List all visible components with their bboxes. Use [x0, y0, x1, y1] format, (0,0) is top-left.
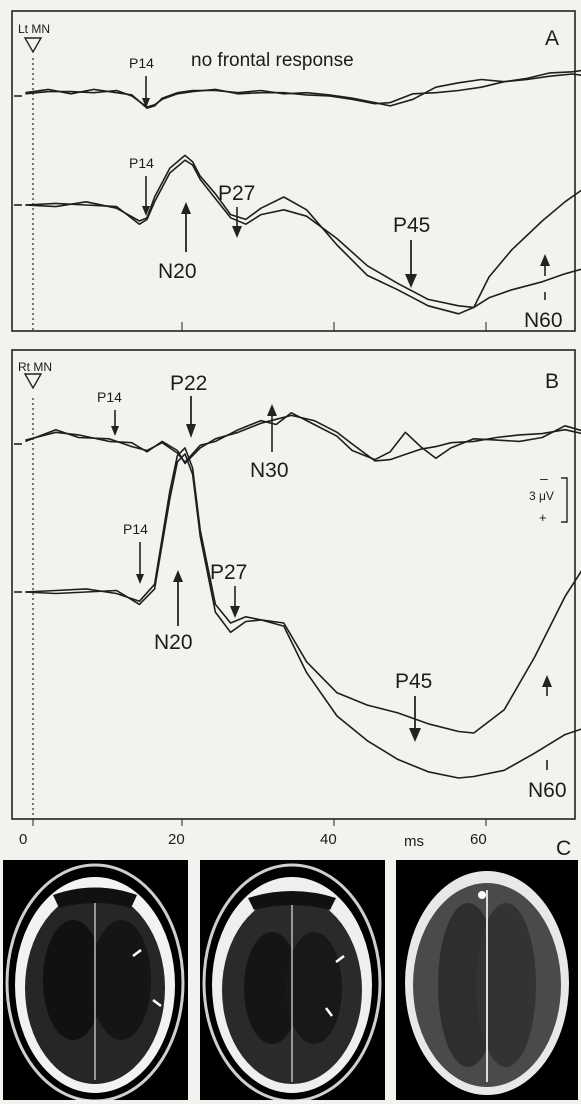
panel-b-stim-marker-icon: [23, 373, 43, 390]
panel-b-p14-bottom-label: P14: [123, 521, 148, 537]
ct-scan-slice-2: [200, 860, 385, 1100]
x-tick-label-0: 0: [19, 831, 27, 848]
panel-a-n20-arrowhead: [181, 202, 191, 214]
panel-a-p27-arrowhead: [232, 226, 242, 238]
ct-scan-slice-3-image: [405, 871, 569, 1095]
panel-b-frontal-traces: [14, 411, 581, 465]
panel-b-parietal-traces: [14, 447, 581, 779]
panel-b-p22-label: P22: [170, 372, 207, 395]
x-tick-label-60: 60: [470, 831, 487, 848]
panel-b-p14-top-label: P14: [97, 389, 122, 405]
panel-a-p14-bottom-label: P14: [129, 155, 154, 171]
panel-b: Rt MN B – 3 μV + P14 P22 N30 P14 N20 P27…: [11, 349, 581, 820]
scale-bar-plus: +: [539, 510, 547, 525]
evoked-potential-figure: Lt MN no frontal response A P14 P14 N20 …: [11, 10, 581, 860]
panel-a-note: no frontal response: [191, 50, 354, 71]
panel-a-frontal-traces: [14, 69, 581, 109]
panel-a-n60-arrowhead: [540, 254, 550, 266]
panel-a-bottom-ticks: [181, 322, 487, 331]
panel-b-n30-label: N30: [250, 459, 289, 482]
scale-bar-bracket: [561, 477, 568, 523]
panel-b-frame: [11, 349, 576, 820]
panel-b-p27-label: P27: [210, 561, 247, 584]
x-axis: 0 20 40 ms 60: [19, 819, 487, 850]
panel-b-stim-label: Rt MN: [18, 360, 52, 374]
panel-a-stim-marker-icon: [23, 37, 43, 54]
panel-a-p14-top-label: P14: [129, 55, 154, 71]
panel-b-p45-label: P45: [395, 670, 432, 693]
scale-bar-minus: –: [540, 470, 548, 486]
panel-a-stim-label: Lt MN: [18, 22, 50, 36]
panel-a-frontal-trace-2: [25, 69, 581, 108]
panel-a: Lt MN no frontal response A P14 P14 N20 …: [11, 10, 581, 332]
scale-bar: – 3 μV +: [529, 470, 568, 525]
x-axis-unit: ms: [404, 833, 424, 850]
panel-b-parietal-trace-1: [25, 447, 581, 734]
panel-a-parietal-trace-2: [25, 159, 581, 309]
panel-a-frame: [11, 10, 576, 332]
panel-b-n20-label: N20: [154, 631, 193, 654]
panel-b-n30-arrowhead: [267, 404, 277, 416]
panel-a-n20-label: N20: [158, 260, 197, 283]
scale-bar-value: 3 μV: [529, 489, 554, 503]
panel-b-p27-arrowhead: [230, 606, 240, 618]
panel-a-parietal-traces: [14, 154, 581, 315]
ct-scan-slice-2-image: [202, 863, 382, 1100]
panel-b-frontal-trace-2: [25, 414, 581, 465]
panel-b-p14-bottom-arrowhead: [136, 574, 144, 584]
panel-b-n60-label: N60: [528, 779, 567, 802]
panel-b-letter: B: [545, 370, 559, 393]
panel-a-parietal-trace-1: [25, 154, 581, 315]
panel-b-n20-arrowhead: [173, 570, 183, 582]
panel-b-parietal-trace-2: [25, 453, 581, 779]
panel-b-p22-arrowhead: [186, 424, 196, 438]
panel-a-letter: A: [545, 27, 559, 50]
panel-a-p45-label: P45: [393, 214, 430, 237]
x-tick-label-20: 20: [168, 831, 185, 848]
panel-a-p14-bottom-arrowhead: [142, 206, 150, 216]
ct-scan-slice-1: [3, 860, 188, 1100]
panel-a-p27-label: P27: [218, 182, 255, 205]
panel-b-p45-arrowhead: [409, 728, 421, 742]
x-tick-label-40: 40: [320, 831, 337, 848]
panel-b-n60-arrowhead: [542, 675, 552, 687]
panel-a-n60-label: N60: [524, 309, 563, 332]
panel-b-p14-top-arrowhead: [111, 426, 119, 436]
panel-a-p14-top-arrowhead: [142, 98, 150, 108]
ct-scan-slice-1-image: [5, 863, 185, 1100]
ct-scan-slice-3: [396, 860, 578, 1100]
panel-c-letter: C: [556, 837, 571, 860]
panel-a-p45-arrowhead: [405, 274, 417, 288]
